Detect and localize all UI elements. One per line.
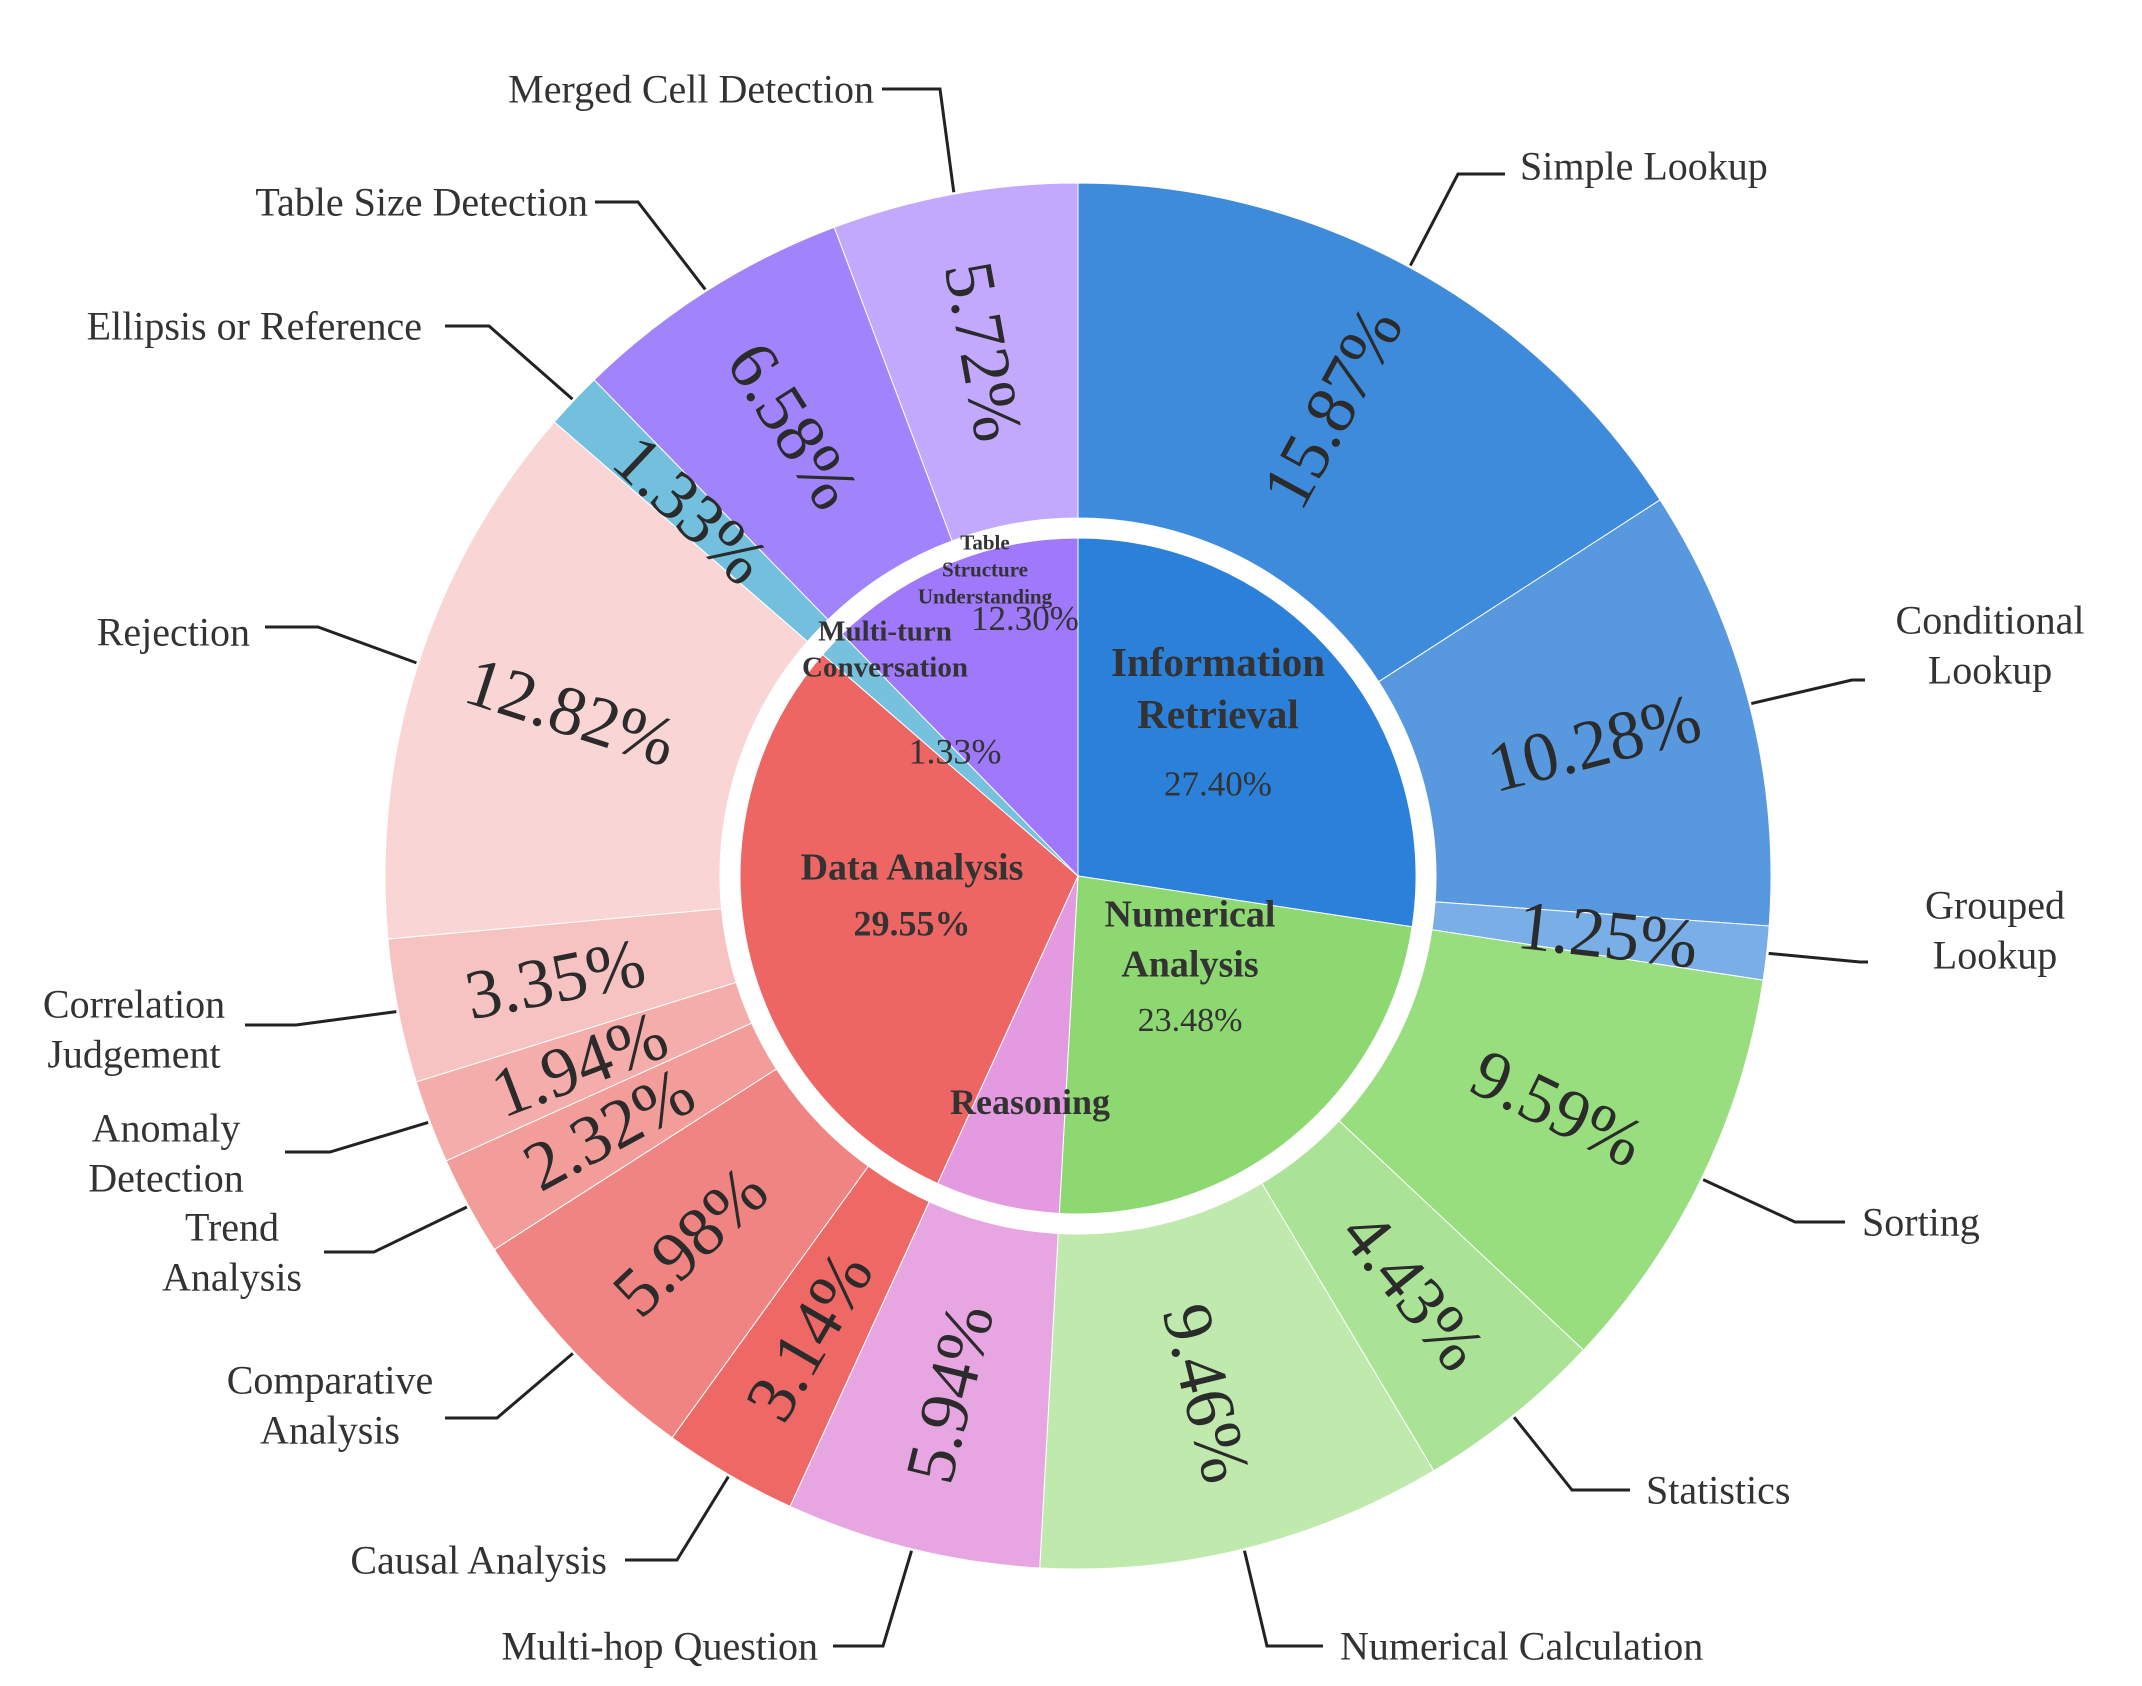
- inner-name-multi-turn-conversation-0: Multi-turn: [818, 615, 952, 647]
- inner-percent-multi-turn-conversation: 1.33%: [909, 731, 1002, 771]
- leader-line-comparative-analysis: [445, 1352, 574, 1420]
- leader-line-conditional-lookup: [1750, 678, 1865, 706]
- callout-label-anomaly-detection-0: Anomaly: [92, 1106, 241, 1151]
- callout-label-table-size-detection: Table Size Detection: [255, 180, 588, 225]
- leader-line-merged-cell-detection: [882, 87, 956, 193]
- outer-ring: [384, 182, 1772, 1570]
- inner-percent-numerical-analysis: 23.48%: [1138, 1002, 1243, 1039]
- callout-label-conditional-lookup-0: Conditional: [1896, 598, 2085, 643]
- inner-ring: [739, 537, 1417, 1215]
- callout-label-ellipsis-or-reference: Ellipsis or Reference: [87, 304, 422, 349]
- inner-percent-information-retrieval: 27.40%: [1164, 765, 1272, 804]
- leader-line-numerical-calculation: [1243, 1550, 1323, 1648]
- callout-label-conditional-lookup-1: Lookup: [1928, 648, 2052, 693]
- inner-name-multi-turn-conversation-1: Conversation: [802, 651, 968, 683]
- leader-line-rejection: [265, 625, 417, 665]
- callout-label-rejection: Rejection: [97, 610, 250, 655]
- leader-line-table-size-detection: [595, 200, 707, 291]
- leader-line-multi-hop-question: [833, 1550, 913, 1648]
- callout-label-multi-hop-question: Multi-hop Question: [501, 1624, 818, 1669]
- callout-label-grouped-lookup-1: Lookup: [1933, 933, 2057, 978]
- inner-name-table-structure-understanding-0: Table: [960, 530, 1009, 554]
- inner-name-reasoning-0: Reasoning: [950, 1082, 1110, 1122]
- inner-percent-table-structure-understanding: 12.30%: [971, 599, 1079, 638]
- inner-name-numerical-analysis-0: Numerical: [1105, 893, 1276, 935]
- inner-name-data-analysis-0: Data Analysis: [801, 846, 1024, 888]
- leader-line-causal-analysis: [625, 1475, 730, 1562]
- inner-slice-numerical-analysis: [1058, 875, 1413, 1215]
- leader-line-trend-analysis: [324, 1205, 468, 1254]
- leader-line-correlation-judgement: [245, 1010, 397, 1027]
- callout-label-statistics: Statistics: [1646, 1468, 1790, 1513]
- outer-slice-sorting: [1338, 929, 1764, 1351]
- inner-labels: Information Retrieval 27.40% Numerical Analy…: [801, 530, 1326, 1122]
- category-callouts: Simple Lookup Conditional Lookup Grouped Loo…: [43, 67, 2085, 1669]
- leader-line-grouped-lookup: [1768, 951, 1868, 964]
- inner-percent-data-analysis: 29.55%: [854, 903, 971, 943]
- callout-label-numerical-calculation: Numerical Calculation: [1340, 1624, 1703, 1669]
- leader-line-anomaly-detection: [285, 1121, 429, 1154]
- inner-slice-table-structure-understanding: [841, 537, 1079, 878]
- callout-label-merged-cell-detection: Merged Cell Detection: [508, 67, 874, 112]
- callout-label-simple-lookup: Simple Lookup: [1520, 144, 1768, 189]
- callout-label-anomaly-detection-1: Detection: [88, 1156, 244, 1201]
- outer-slice-numerical-calculation: [1039, 1182, 1435, 1570]
- callout-label-sorting: Sorting: [1862, 1200, 1980, 1245]
- leader-line-statistics: [1512, 1416, 1630, 1492]
- inner-name-numerical-analysis-1: Analysis: [1121, 943, 1258, 985]
- outer-slice-simple-lookup: [1077, 182, 1661, 683]
- leader-line-simple-lookup: [1408, 172, 1505, 267]
- outer-slice-conditional-lookup: [1377, 499, 1772, 927]
- inner-name-information-retrieval-1: Retrieval: [1137, 691, 1299, 737]
- outer-slice-rejection: [384, 421, 809, 940]
- callout-label-comparative-analysis-1: Analysis: [260, 1408, 400, 1453]
- outer-slice-merged-cell-detection: [833, 182, 1079, 542]
- inner-slice-information-retrieval: [1077, 537, 1417, 928]
- inner-slice-data-analysis: [739, 653, 1079, 1185]
- callout-label-correlation-judgement-0: Correlation: [43, 982, 225, 1027]
- inner-name-information-retrieval-0: Information: [1111, 639, 1325, 685]
- leader-line-sorting: [1702, 1178, 1845, 1224]
- callout-label-grouped-lookup-0: Grouped: [1925, 883, 2065, 928]
- callout-label-trend-analysis-1: Analysis: [162, 1255, 302, 1300]
- callout-label-trend-analysis-0: Trend: [185, 1205, 279, 1250]
- leader-line-ellipsis-or-reference: [445, 324, 574, 401]
- inner-name-table-structure-understanding-1: Structure: [942, 557, 1028, 581]
- inner-name-table-structure-understanding-2: Understanding: [918, 584, 1053, 608]
- callout-label-comparative-analysis-0: Comparative: [227, 1358, 434, 1403]
- callout-label-correlation-judgement-1: Judgement: [47, 1032, 220, 1077]
- callout-label-causal-analysis: Causal Analysis: [350, 1538, 607, 1583]
- inner-slice-reasoning: [936, 875, 1079, 1215]
